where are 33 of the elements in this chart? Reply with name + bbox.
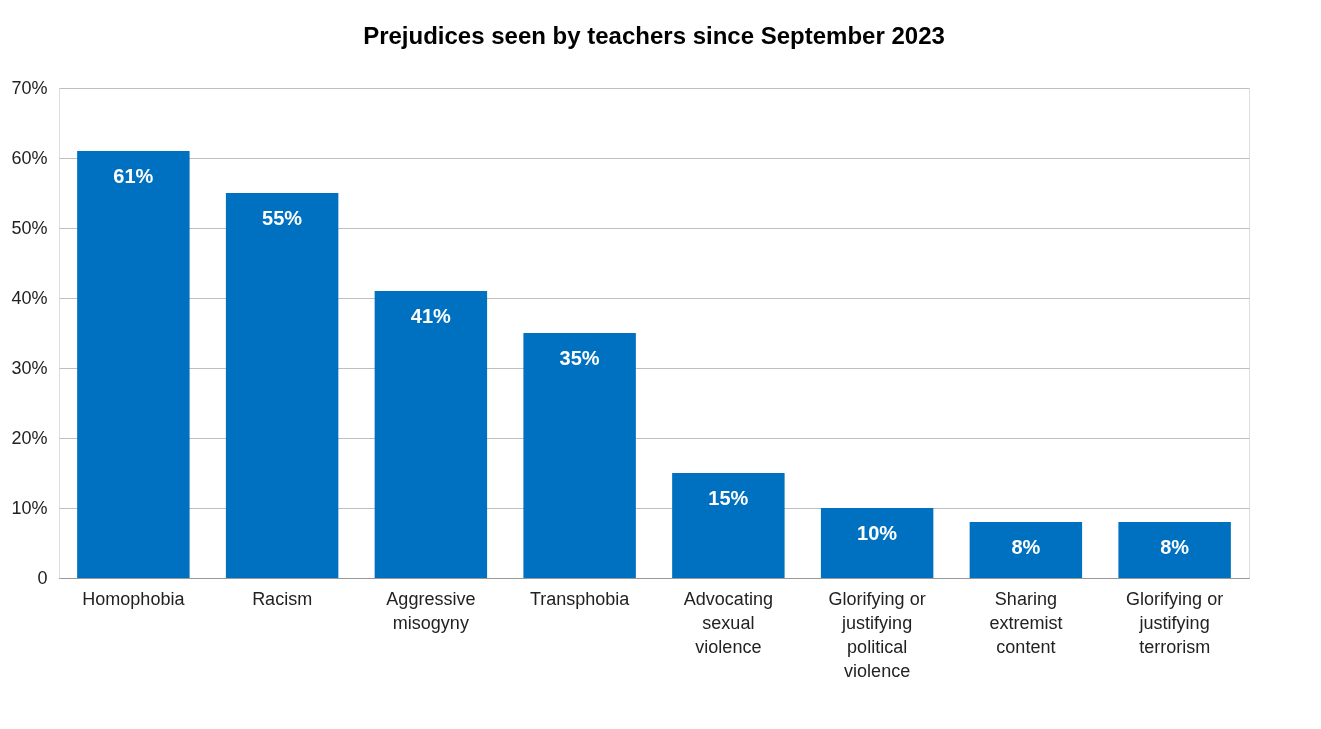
bar <box>225 193 339 578</box>
bar <box>523 333 636 578</box>
data-label: 55% <box>262 207 303 229</box>
y-tick-label: 10% <box>11 497 48 518</box>
bar <box>77 151 190 578</box>
x-tick-label: Glorifying or justifying terrorism <box>1126 588 1224 657</box>
x-tick-label: Sharing extremist content <box>989 588 1063 657</box>
data-label: 8% <box>1160 536 1190 558</box>
data-label: 41% <box>410 305 452 327</box>
x-tick-label: Aggressive misogyny <box>386 588 476 633</box>
y-tick-label: 70% <box>11 77 48 98</box>
y-tick-label: 0 <box>37 567 48 588</box>
chart-title: Prejudices seen by teachers since September 2023 <box>363 22 945 49</box>
y-tick-label: 60% <box>11 147 48 168</box>
bar <box>1118 522 1231 578</box>
bar <box>672 473 785 578</box>
x-tick-label: Transphobia <box>529 588 631 609</box>
bar <box>969 522 1083 578</box>
y-tick-label: 50% <box>11 217 48 238</box>
y-tick-label: 20% <box>11 427 48 448</box>
data-label: 61% <box>113 165 154 187</box>
data-label: 35% <box>559 347 600 369</box>
x-tick-label: Advocating sexual violence <box>683 588 773 657</box>
x-tick-label: Homophobia <box>82 588 186 609</box>
data-label: 15% <box>708 487 749 509</box>
data-label: 8% <box>1011 536 1041 558</box>
bar <box>820 508 934 578</box>
bar <box>374 291 488 578</box>
x-tick-label: Glorifying or justifying political violence <box>828 588 926 681</box>
data-label: 10% <box>857 522 898 544</box>
y-tick-label: 40% <box>11 287 48 308</box>
y-tick-label: 30% <box>11 357 48 378</box>
x-tick-label: Racism <box>252 588 313 609</box>
